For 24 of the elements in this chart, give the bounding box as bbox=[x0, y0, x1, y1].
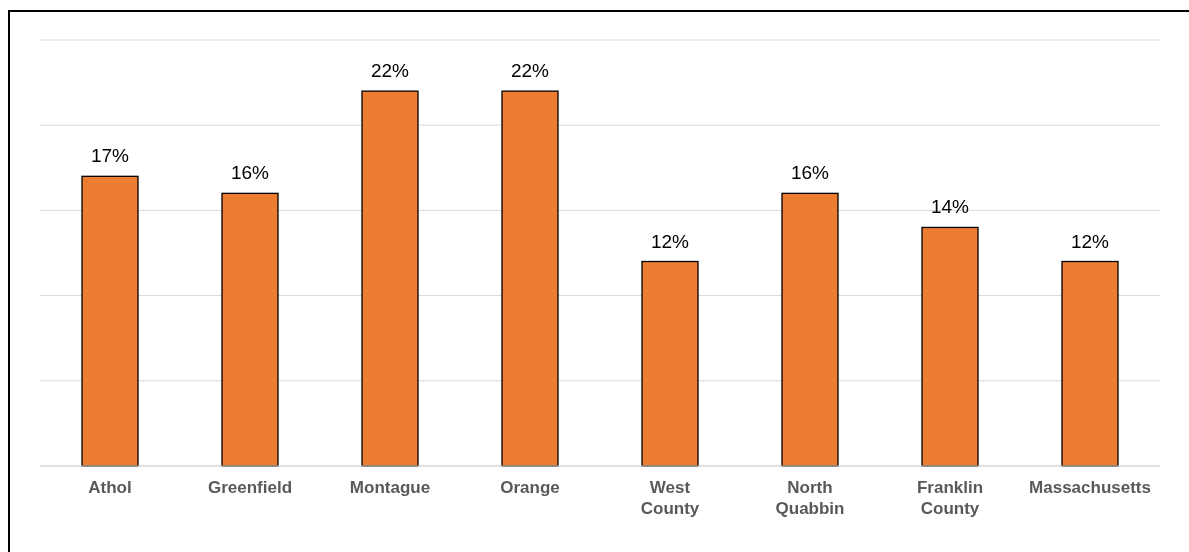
data-label: 22% bbox=[510, 60, 550, 82]
x-tick-label: Athol bbox=[88, 477, 132, 497]
bar bbox=[1061, 260, 1119, 467]
data-label: 12% bbox=[650, 230, 690, 252]
data-label: 14% bbox=[930, 196, 970, 218]
bar bbox=[501, 90, 559, 467]
x-tick-label: Orange bbox=[500, 477, 560, 497]
data-label: 16% bbox=[790, 162, 830, 184]
data-label: 22% bbox=[370, 60, 410, 82]
bar bbox=[921, 226, 979, 467]
bar bbox=[81, 175, 139, 467]
x-tick-label: West County bbox=[640, 477, 700, 519]
bar bbox=[221, 192, 279, 467]
x-tick-label: Greenfield bbox=[207, 477, 293, 497]
x-tick-label: North Quabbin bbox=[775, 477, 845, 519]
x-tick-label: Montague bbox=[349, 477, 431, 497]
x-tick-label: Massachusetts bbox=[1029, 477, 1151, 497]
bar bbox=[361, 90, 419, 467]
data-label: 12% bbox=[1070, 230, 1110, 252]
bar bbox=[641, 260, 699, 467]
data-label: 17% bbox=[90, 145, 130, 167]
bar bbox=[781, 192, 839, 467]
x-tick-label: Franklin County bbox=[916, 477, 984, 519]
data-label: 16% bbox=[230, 162, 270, 184]
